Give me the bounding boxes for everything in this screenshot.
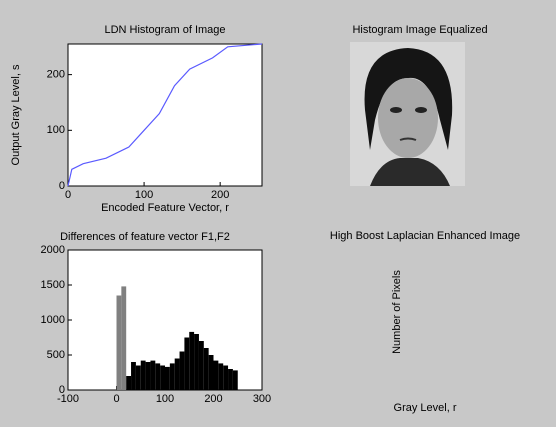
histogram-bar [145,362,151,390]
y-tick-label: 0 [59,180,65,192]
y-tick-label: 1500 [41,279,65,291]
x-tick-label: -100 [57,393,79,405]
histogram-bar [218,363,224,390]
x-tick-label: 0 [65,189,71,201]
histogram-bar [189,331,195,390]
chart-title: LDN Histogram of Image [104,24,225,36]
axes-box [67,43,263,187]
histogram-bar [116,295,122,390]
y-tick-label: 200 [47,69,65,81]
histogram-bar [194,334,199,390]
x-tick-label: 200 [211,189,229,201]
histogram-bar [198,341,204,390]
histogram-bar [179,351,185,390]
x-axis-label: Encoded Feature Vector, r [101,202,229,214]
y-axis-label: Number of Pixels [391,270,403,354]
chart-title: Histogram Image Equalized [352,24,487,36]
histogram-bar [184,337,190,390]
histogram-bar [150,360,156,390]
y-axis-label: Output Gray Level, s [10,64,22,165]
histogram-bar [228,369,233,390]
histogram-bar [121,286,127,390]
histogram-bar [126,376,132,390]
histogram-bar [140,360,146,390]
line [67,43,263,187]
histogram-bar [223,365,229,390]
histogram-bar [232,370,238,390]
histogram-bar [165,366,170,390]
face-image [350,42,465,186]
x-tick-label: 100 [156,393,174,405]
x-tick-label: 200 [204,393,222,405]
histogram-bar [160,365,165,390]
x-tick-label: 300 [253,393,271,405]
y-tick-label: 0 [59,384,65,396]
histogram-bar [155,363,161,390]
histogram-bar [174,358,180,390]
y-tick-label: 500 [47,349,65,361]
histogram-bar [203,348,209,390]
histogram-bar [135,365,141,390]
histogram-bar [169,363,175,390]
x-tick-label: 0 [113,393,119,405]
histogram-bar [208,355,214,390]
y-tick-label: 1000 [41,314,65,326]
x-axis-label: Gray Level, r [394,402,457,414]
histogram-bar [131,362,136,390]
y-tick-label: 100 [47,124,65,136]
x-tick-label: 100 [135,189,153,201]
histogram-bar [213,360,219,390]
y-tick-label: 2000 [41,244,65,256]
chart-title: Differences of feature vector F1,F2 [60,231,230,243]
chart-title: High Boost Laplacian Enhanced Image [330,230,520,242]
